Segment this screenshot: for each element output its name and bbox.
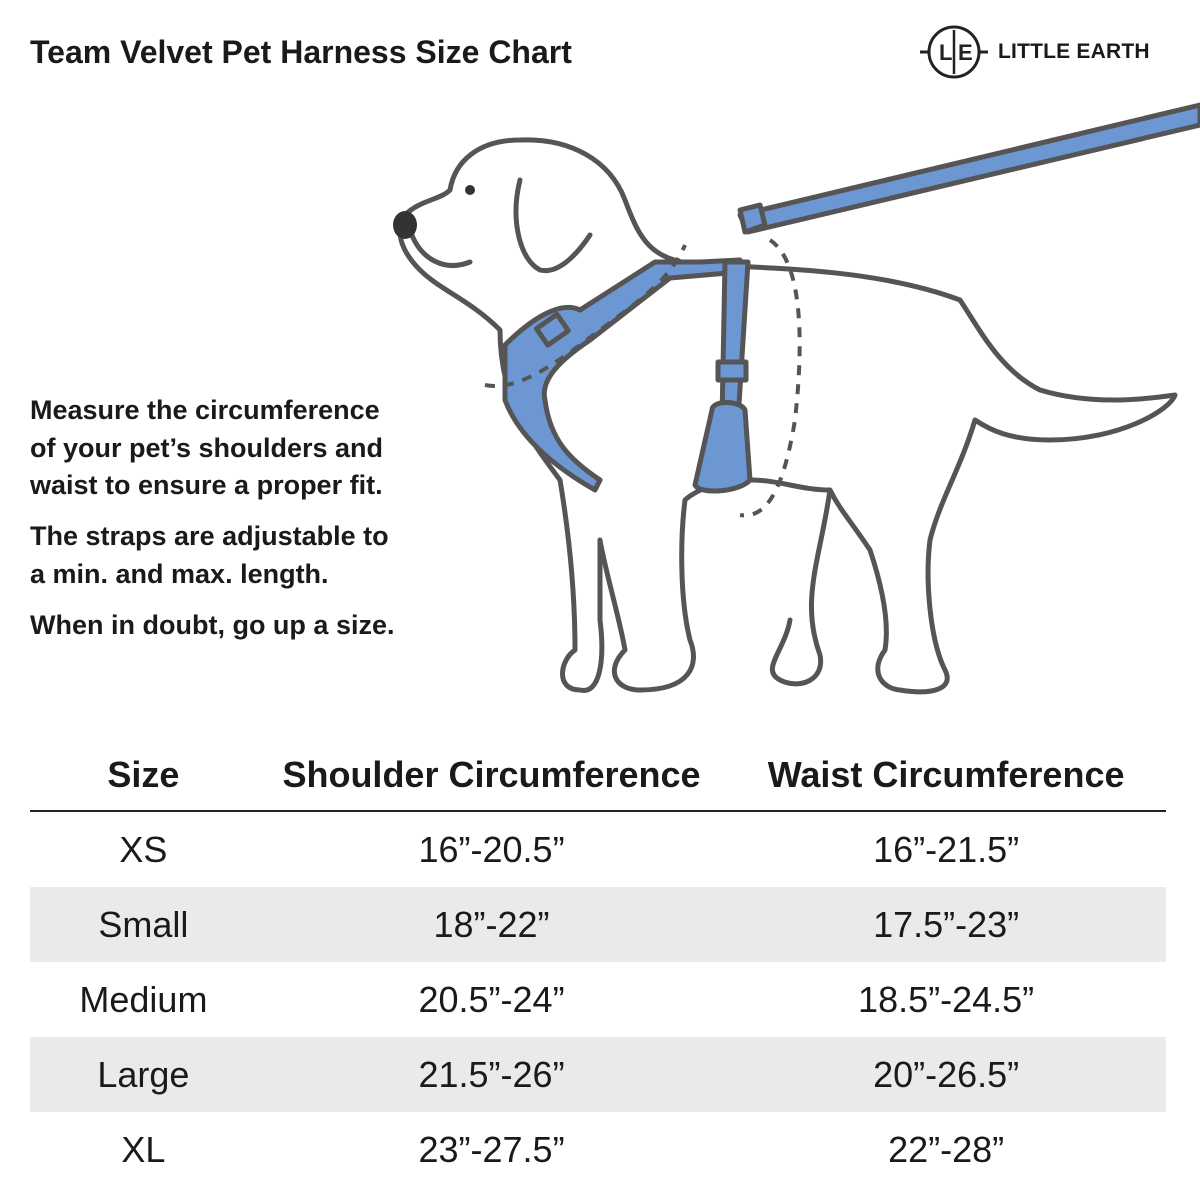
shoulder-cell: 16”-20.5”	[418, 828, 565, 870]
header-shoulder: Shoulder Circumference	[256, 740, 727, 812]
little-earth-logo-icon: L E	[920, 25, 988, 79]
shoulder-cell: 20.5”-24”	[418, 978, 565, 1020]
table-row: Small 18”-22” 17.5”-23”	[30, 887, 1166, 962]
table-row: XL 23”-27.5” 22”-28”	[30, 1112, 1166, 1187]
waist-cell: 22”-28”	[888, 1128, 1005, 1170]
svg-text:E: E	[958, 40, 973, 65]
table-row: XS 16”-20.5” 16”-21.5”	[30, 811, 1166, 887]
instruction-line: The straps are adjustable to	[30, 521, 389, 551]
svg-text:L: L	[939, 40, 952, 65]
shoulder-cell: 21.5”-26”	[256, 1037, 727, 1112]
instruction-line: of your pet’s shoulders and	[30, 432, 384, 463]
instruction-line: a min. and max. length.	[30, 558, 329, 589]
table-row: Medium 20.5”-24” 18.5”-24.5”	[30, 962, 1166, 1037]
instruction-adjustable: The straps are adjustable to a min. and …	[30, 518, 389, 593]
header-waist: Waist Circumference	[726, 740, 1166, 812]
size-cell: Large	[30, 1037, 257, 1112]
size-cell: XL	[121, 1128, 166, 1170]
instruction-measure: Measure the circumference of your pet’s …	[30, 392, 383, 505]
table-header-row: Size Shoulder Circumference Waist Circum…	[30, 740, 1166, 812]
dog-wearing-harness-icon	[393, 102, 1200, 695]
shoulder-cell: 23”-27.5”	[418, 1128, 565, 1170]
waist-cell: 17.5”-23”	[726, 887, 1166, 962]
instruction-line: When in doubt, go up a size.	[30, 610, 395, 640]
waist-cell: 16”-21.5”	[873, 828, 1020, 870]
brand-logo: L E LITTLE EARTH	[918, 22, 1150, 82]
instruction-line: waist to ensure a proper fit.	[30, 470, 383, 500]
brand-name: LITTLE EARTH	[998, 40, 1150, 63]
waist-cell: 18.5”-24.5”	[858, 978, 1035, 1020]
header-size: Size	[30, 740, 257, 812]
table-row: Large 21.5”-26” 20”-26.5”	[30, 1037, 1166, 1112]
size-table: Size Shoulder Circumference Waist Circum…	[30, 740, 1166, 1187]
page-title: Team Velvet Pet Harness Size Chart	[30, 34, 572, 70]
size-cell: Medium	[79, 978, 208, 1020]
waist-cell: 20”-26.5”	[726, 1037, 1166, 1112]
size-cell: XS	[119, 828, 168, 870]
instruction-line: Measure the circumference	[30, 395, 380, 425]
shoulder-cell: 18”-22”	[256, 887, 727, 962]
instruction-doubt: When in doubt, go up a size.	[30, 607, 394, 645]
size-cell: Small	[30, 887, 257, 962]
